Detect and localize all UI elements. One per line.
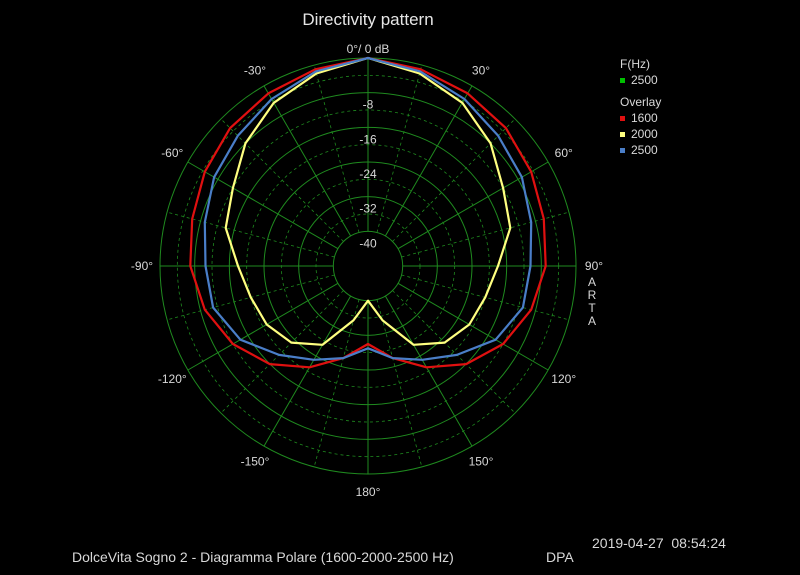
grid-spoke (376, 299, 423, 468)
radial-tick-label: 0°/ 0 dB (347, 42, 390, 56)
legend-freq-swatch (620, 77, 625, 83)
series-2000-curve (224, 56, 512, 346)
angle-tick-label: 30° (472, 63, 490, 77)
timestamp: 2019-04-27 08:54:24 (592, 535, 726, 551)
grid-spoke (397, 161, 549, 250)
radial-tick-label: -40 (359, 236, 377, 250)
legend-freq-header: F(Hz) (620, 57, 650, 71)
grid-spoke (384, 295, 473, 447)
grid-spoke (384, 85, 473, 237)
arta-letter: A (587, 275, 596, 289)
arta-letter: A (587, 314, 596, 328)
plot-center-hub (334, 232, 402, 300)
legend-swatch-2000 (620, 131, 625, 137)
angle-tick-label: -30° (244, 63, 266, 77)
angle-tick-label: -90° (131, 259, 153, 273)
footer-caption: DolceVita Sogno 2 - Diagramma Polare (16… (72, 549, 454, 565)
angle-tick-label: 60° (555, 146, 573, 160)
grid-spoke (376, 64, 423, 233)
arta-side-label: A R T A (584, 276, 600, 328)
grid-spoke (166, 211, 335, 258)
angle-tick-label: -60° (161, 146, 183, 160)
series-1600-curve (189, 56, 547, 369)
grid-spoke (401, 211, 570, 258)
grid-spoke (313, 299, 360, 468)
angle-tick-label: -120° (158, 372, 187, 386)
arta-letter: T (588, 301, 596, 315)
legend-label-2000: 2000 (631, 127, 658, 141)
arta-letter: R (587, 288, 597, 302)
legend: F(Hz) 2500 Overlay 1600 2000 2500 (620, 56, 661, 158)
legend-entry-2500: 2500 (620, 142, 661, 158)
chart-title: Directivity pattern (302, 10, 434, 29)
legend-label-2500: 2500 (631, 143, 658, 157)
radial-tick-label: -16 (359, 132, 377, 146)
legend-entry-2000: 2000 (620, 126, 661, 142)
grid-spoke (187, 282, 339, 371)
grid-spoke (392, 290, 516, 414)
legend-overlay-header: Overlay (620, 95, 662, 109)
angle-tick-label: 90° (585, 259, 603, 273)
grid-spoke (263, 85, 352, 237)
grid-spoke (263, 295, 352, 447)
footer-tag: DPA (546, 549, 574, 565)
legend-swatch-2500 (620, 147, 625, 153)
grid-spoke (220, 290, 344, 414)
radial-tick-label: -24 (359, 167, 377, 181)
angle-tick-label: 120° (551, 372, 576, 386)
grid-spoke (220, 118, 344, 242)
legend-freq-entry: 2500 (620, 72, 661, 88)
grid-spoke (392, 118, 516, 242)
legend-label-1600: 1600 (631, 111, 658, 125)
grid-spoke (397, 282, 549, 371)
legend-freq-value: 2500 (631, 73, 658, 87)
grid-spoke (313, 64, 360, 233)
angle-tick-label: -150° (241, 455, 270, 469)
legend-entry-1600: 1600 (620, 110, 661, 126)
radial-tick-label: -32 (359, 202, 377, 216)
angle-tick-label: 180° (356, 485, 381, 499)
radial-tick-label: -8 (363, 98, 374, 112)
grid-spoke (187, 161, 339, 250)
angle-tick-label: 150° (469, 455, 494, 469)
legend-swatch-1600 (620, 115, 625, 121)
series-2500-curve (203, 56, 533, 361)
